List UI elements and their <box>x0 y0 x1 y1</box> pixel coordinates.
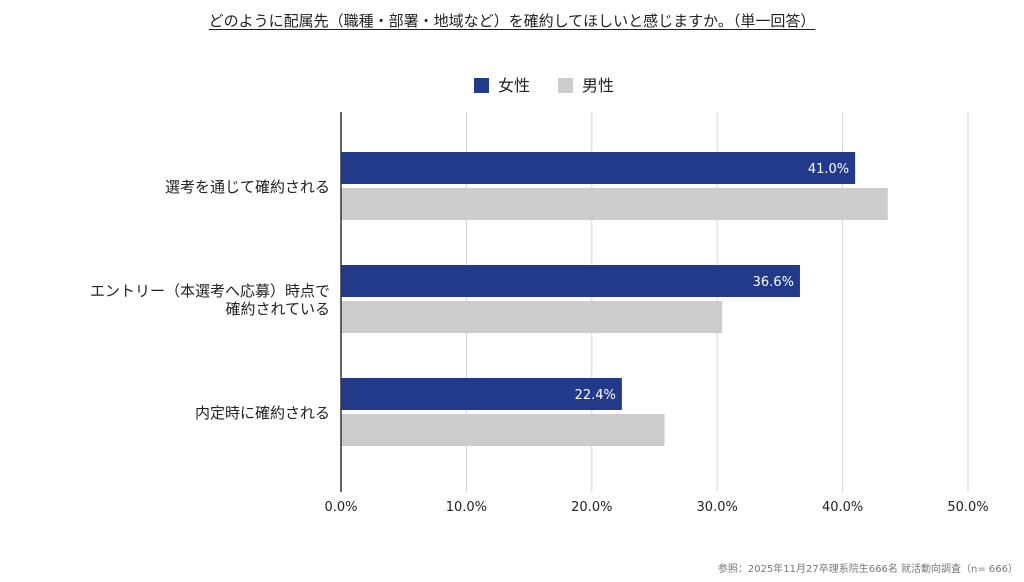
x-tick-label: 50.0% <box>947 500 988 515</box>
data-label: 36.6% <box>753 275 794 290</box>
legend-label-female: 女性 <box>498 76 530 95</box>
bar-female <box>341 378 622 410</box>
legend-swatch-female <box>474 78 489 93</box>
data-label: 22.4% <box>575 388 616 403</box>
category-label: 確約されている <box>225 300 330 318</box>
x-tick-label: 0.0% <box>324 500 357 515</box>
bar-male <box>341 301 723 333</box>
chart-title: どのように配属先（職種・部署・地域など）を確約してほしいと感じますか。（単一回答… <box>208 12 816 30</box>
bar-male <box>341 414 665 446</box>
x-tick-label: 20.0% <box>571 500 612 515</box>
legend-label-male: 男性 <box>582 76 614 95</box>
legend-swatch-male <box>558 78 573 93</box>
bar-female <box>341 152 856 184</box>
category-label: エントリー（本選考へ応募）時点で <box>90 282 330 300</box>
x-tick-label: 10.0% <box>446 500 487 515</box>
x-tick-label: 30.0% <box>697 500 738 515</box>
source-note: 参照：2025年11月27卒理系院生666名 就活動向調査（n= 666） <box>717 564 1018 575</box>
bar-male <box>341 188 888 220</box>
bar-female <box>341 265 800 297</box>
x-tick-label: 40.0% <box>822 500 863 515</box>
category-label: 内定時に確約される <box>195 404 330 422</box>
data-label: 41.0% <box>808 162 849 177</box>
category-label: 選考を通じて確約される <box>165 178 330 196</box>
